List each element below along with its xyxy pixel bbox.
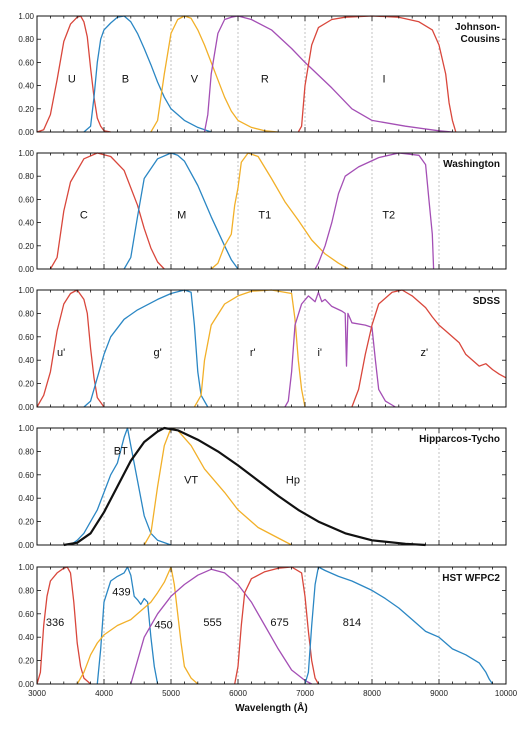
- y-tick-label: 0.80: [18, 172, 34, 181]
- filter-curve: [314, 152, 435, 270]
- filter-label: u': [57, 347, 65, 359]
- filter-label: i': [317, 347, 322, 359]
- filter-label: V: [191, 74, 199, 86]
- y-tick-label: 1.00: [18, 286, 34, 295]
- filter-curve: [36, 566, 92, 685]
- x-tick-label: 7000: [296, 689, 314, 698]
- y-tick-label: 0.40: [18, 494, 34, 503]
- y-tick-label: 0.00: [18, 403, 34, 412]
- filter-label: 450: [154, 619, 172, 631]
- filter-curve: [284, 291, 396, 408]
- y-tick-label: 1.00: [18, 149, 34, 158]
- filter-label: VT: [184, 475, 198, 487]
- y-tick-label: 0.40: [18, 219, 34, 228]
- x-tick-label: 10000: [495, 689, 518, 698]
- filter-curve: [96, 566, 159, 685]
- filter-curve: [49, 152, 165, 270]
- filter-curve: [210, 152, 349, 270]
- filter-label: M: [177, 210, 186, 222]
- filter-curve: [234, 566, 319, 685]
- filter-label: 439: [112, 587, 130, 599]
- system-label: Hipparcos-Tycho: [419, 434, 500, 445]
- filter-label: BT: [114, 445, 128, 457]
- y-tick-label: 1.00: [18, 12, 34, 21]
- y-tick-label: 0.60: [18, 333, 34, 342]
- system-label: SDSS: [473, 296, 501, 307]
- x-tick-label: 5000: [162, 689, 180, 698]
- x-tick-label: 4000: [95, 689, 113, 698]
- panel-frame: [36, 427, 507, 546]
- filter-label: 675: [270, 617, 288, 629]
- filter-label: B: [122, 74, 129, 86]
- y-tick-label: 1.00: [18, 424, 34, 433]
- filter-label: I: [383, 74, 386, 86]
- panel-frame: [36, 152, 507, 270]
- filter-curve: [76, 566, 199, 685]
- y-tick-label: 1.00: [18, 563, 34, 572]
- filter-label: 555: [203, 617, 221, 629]
- filter-curve: [150, 15, 279, 133]
- y-tick-label: 0.80: [18, 586, 34, 595]
- panel-frame: [36, 289, 507, 408]
- x-tick-label: 6000: [229, 689, 247, 698]
- y-tick-label: 0.60: [18, 58, 34, 67]
- filter-curve: [70, 427, 172, 546]
- x-tick-label: 9000: [430, 689, 448, 698]
- filter-curve: [83, 15, 212, 133]
- filter-curve: [83, 289, 209, 408]
- y-tick-label: 0.60: [18, 471, 34, 480]
- filter-curve: [351, 289, 507, 408]
- filter-label: T2: [382, 210, 395, 222]
- system-label: Washington: [443, 159, 500, 170]
- y-tick-label: 0.20: [18, 657, 34, 666]
- y-tick-label: 0.60: [18, 195, 34, 204]
- y-tick-label: 0.00: [18, 680, 34, 689]
- y-tick-label: 0.20: [18, 105, 34, 114]
- system-label: HST WFPC2: [442, 573, 500, 584]
- y-tick-label: 0.80: [18, 35, 34, 44]
- y-tick-label: 0.00: [18, 265, 34, 274]
- filter-curve: [63, 426, 426, 547]
- filter-label: r': [250, 347, 256, 359]
- filter-label: C: [80, 210, 88, 222]
- filter-curve: [203, 15, 453, 133]
- x-tick-label: 8000: [363, 689, 381, 698]
- filter-label: 814: [343, 617, 361, 629]
- panel-frame: [36, 566, 507, 685]
- system-label: Cousins: [461, 34, 501, 45]
- filter-curve: [304, 566, 494, 685]
- y-tick-label: 0.80: [18, 309, 34, 318]
- y-tick-label: 0.00: [18, 128, 34, 137]
- y-tick-label: 0.40: [18, 356, 34, 365]
- y-tick-label: 0.00: [18, 541, 34, 550]
- filter-curve: [297, 15, 457, 133]
- filter-curve: [143, 427, 292, 546]
- y-tick-label: 0.20: [18, 380, 34, 389]
- filter-label: z': [420, 347, 428, 359]
- filter-label: 336: [46, 617, 64, 629]
- y-tick-label: 0.40: [18, 633, 34, 642]
- filter-label: T1: [258, 210, 271, 222]
- filter-curve: [130, 568, 313, 685]
- filter-curve: [36, 15, 111, 133]
- y-tick-label: 0.40: [18, 82, 34, 91]
- y-tick-label: 0.20: [18, 242, 34, 251]
- x-tick-label: 3000: [28, 689, 46, 698]
- filter-label: U: [68, 74, 76, 86]
- y-tick-label: 0.80: [18, 447, 34, 456]
- y-tick-label: 0.20: [18, 518, 34, 527]
- filter-label: g': [153, 347, 161, 359]
- system-label: Johnson-: [455, 22, 500, 33]
- filter-curve: [36, 289, 105, 408]
- y-tick-label: 0.60: [18, 610, 34, 619]
- filter-label: Hp: [286, 475, 300, 487]
- panel-frame: [36, 15, 507, 133]
- x-axis-title: Wavelength (Å): [235, 701, 307, 714]
- filter-label: R: [261, 74, 269, 86]
